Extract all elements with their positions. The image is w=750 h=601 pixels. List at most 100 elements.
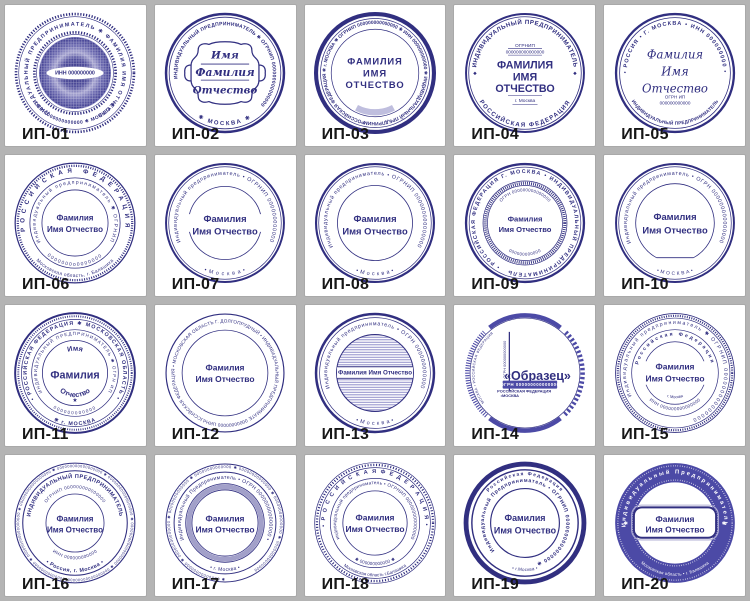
stamp-image-20: Индивидуальный ПредпринимательМосковская… [614,463,735,583]
stamp-line-text: РОССИЙСКАЯ ФЕДЕРАЦИЯ [497,389,551,394]
stamp-line-text: Имя [210,50,239,62]
stamp-arc-text: • Россия, г. Москва • [45,559,106,574]
stamp-label: ИП-14 [471,426,520,443]
stamp-line-text: Фамилия [646,47,702,61]
stamp-cell-02[interactable]: ИНДИВИДУАЛЬНЫЙ ПРЕДПРИНИМАТЕЛЬ ✱ ОГРНИП … [154,5,296,146]
stamp-line-text: Фамилия [653,212,696,222]
stamp-cell-15[interactable]: Индивидуальный предприниматель ✱ ОГРНИП … [604,305,745,446]
stamp-line-text: «Образец» [504,369,571,383]
stamp-label: ИП-15 [621,426,669,443]
stamp-image-02: ИНДИВИДУАЛЬНЫЙ ПРЕДПРИНИМАТЕЛЬ ✱ ОГРНИП … [164,12,286,134]
stamp-image-17: ✱ 00000000000000 ✱ 00000000000000 ✱ 0000… [165,463,285,583]
stamp-line-text: Имя Отчество [47,225,103,234]
stamp-cell-10[interactable]: Индивидуальный предприниматель • ОГРН 00… [604,155,745,296]
stamp-line-text: Имя Отчество [494,525,557,535]
stamp-arc-text: г. Москва [666,393,684,399]
stamp-line-text: ★ [73,397,78,404]
stamp-cell-14[interactable]: • МОСКВА • РОССИЙСКАЯ ФЕДЕРАЦИЯ ОГРН 0000… [454,305,596,446]
stamp-arc-text: • М о с к в а • [355,268,395,277]
stamp-arc-text: • М О С К В А • [656,269,694,277]
stamp-cell-11[interactable]: • РОССИЙСКАЯ ФЕДЕРАЦИЯ ✱ МОСКОВСКАЯ ОБЛА… [5,305,146,446]
stamp-arc-text: • г. Москва • [209,565,241,573]
stamp-line-text: ИМЯ [363,68,387,78]
stamp-line-text: Фамилия [204,214,247,224]
stamp-image-01: ИНДИВИДУАЛЬНЫЙ ПРЕДПРИНИМАТЕЛЬ ✱ ФАМИЛИЯ… [8,6,136,134]
stamp-line-text: Отчество [642,81,708,95]
stamp-line-text: Фамилия [504,513,545,523]
stamp-arc-text: 000000000000 [508,248,542,257]
stamp-label: ИП-06 [22,276,70,293]
stamp-arc-text: Отчество [59,386,93,399]
stamp-line-text: Фамилия [51,370,100,382]
stamp-label: ИП-05 [621,126,669,143]
stamp-image-08: Индивидуальный предприниматель • ОГРНИП … [314,162,436,284]
stamp-line-text: г. Москва [515,98,536,104]
stamp-cell-13[interactable]: Индивидуальный предприниматель • ОГРН 00… [304,305,446,446]
stamp-line-text: Фамилия [655,362,694,372]
stamp-image-04: ИНДИВИДУАЛЬНЫЙ ПРЕДПРИНИМАТЕЛЬРОССИЙСКАЯ… [464,13,585,133]
stamp-line-text: 000000000000 [659,101,690,106]
stamp-line-text: ✱ [623,521,628,527]
stamp-label: ИП-03 [321,126,370,143]
stamp-cell-04[interactable]: ИНДИВИДУАЛЬНЫЙ ПРЕДПРИНИМАТЕЛЬ РОССИЙСКАЯ… [454,5,596,146]
stamp-line-text: Фамилия [206,363,245,373]
stamp-label: ИП-17 [171,576,220,593]
stamp-vertical-text: ОГРН 000000000000 [502,340,507,379]
stamp-label: ИП-09 [471,276,520,293]
stamp-label: ИП-11 [22,426,69,443]
stamp-arc-text: ИНН 000000000000 [52,548,98,560]
stamp-line-text: Фамилия [507,215,542,224]
stamp-cell-12[interactable]: РОССИЙСКАЯ ФЕДЕРАЦИЯ • МОСКОВСКАЯ ОБЛАСТ… [154,305,296,446]
stamp-line-text: Фамилия [655,514,694,524]
stamp-image-12: РОССИЙСКАЯ ФЕДЕРАЦИЯ • МОСКОВСКАЯ ОБЛАСТ… [158,306,285,433]
stamp-label: ИП-13 [321,426,370,443]
stamp-cell-08[interactable]: Индивидуальный предприниматель • ОГРНИП … [304,155,446,296]
stamp-cell-17[interactable]: ✱ 00000000000000 ✱ 00000000000000 ✱ 0000… [154,455,296,596]
stamp-line-text: ИМЯ [513,71,537,83]
stamp-label: ИП-07 [171,276,220,293]
stamp-line-text: Фамилия [196,66,255,79]
stamp-label: ИП-16 [22,576,70,593]
stamp-line-text: ОТЧЕСТВО [345,80,404,90]
stamp-label: ИП-04 [471,126,520,143]
stamp-label: ИП-10 [621,276,669,293]
stamp-line-text: ◆ [573,71,577,76]
stamp-image-09: • РОССИЙСКАЯ ФЕДЕРАЦИЯ Г. МОСКВА • ИНДИВ… [464,162,585,284]
stamp-cell-20[interactable]: Индивидуальный Предприниматель Московская… [604,455,745,596]
stamp-line-text: Фамилия [353,214,396,224]
stamp-image-05: • РОССИЯ • Г. МОСКВА • ИНН 000000000 •ИН… [614,12,735,134]
stamp-cell-06[interactable]: РОССИЙСКАЯ ФЕДЕРАЦИЯ Московская область, … [5,155,146,296]
stamp-image-10: Индивидуальный предприниматель • ОГРН 00… [614,163,735,283]
stamp-image-07: Индивидуальный предприниматель • ОГРНИП … [165,163,286,283]
stamp-image-15: Индивидуальный предприниматель ✱ ОГРНИП … [614,313,735,433]
stamp-arc-text: Индивидуальный предприниматель • ОГРНИП … [323,171,428,249]
stamp-arc-text: • М о с к в а • [355,417,395,426]
stamp-line-text: Имя Отчество [345,524,404,534]
stamp-cell-09[interactable]: • РОССИЙСКАЯ ФЕДЕРАЦИЯ Г. МОСКВА • ИНДИВ… [454,155,596,296]
stamp-label: ИП-02 [171,126,220,143]
stamp-cell-03[interactable]: РОССИЙСКАЯ ФЕДЕРАЦИЯ ✱ г. МОСКВА ✱ ОГРНИ… [304,5,446,146]
stamp-image-18: • Р О С С И Й С К А Я Ф Е Д Е Р А Ц И Я … [314,462,436,584]
stamp-image-13: Индивидуальный предприниматель • ОГРН 00… [314,312,436,434]
stamp-cell-05[interactable]: • РОССИЯ • Г. МОСКВА • ИНН 000000000 • ИН… [604,5,745,146]
stamp-line-text: Фамилия [57,213,94,222]
stamp-cell-18[interactable]: • Р О С С И Й С К А Я Ф Е Д Е Р А Ц И Я … [304,455,446,596]
stamp-cell-19[interactable]: Российская Федерация Индивидуальный Предп… [454,455,596,596]
stamp-arc-text: 000000000000000 [46,253,104,268]
stamp-line-text: Имя [660,64,688,78]
stamp-image-03: РОССИЙСКАЯ ФЕДЕРАЦИЯ ✱ г. МОСКВА ✱ ОГРНИ… [308,6,436,135]
stamp-label: ИП-18 [321,576,370,593]
stamp-line-text: ОГРН 000000000000000 [500,382,559,387]
stamp-line-text: Имя Отчество [342,226,408,236]
stamp-cell-16[interactable]: 000000000000000000 ✱ 000000000000000000 … [5,455,146,596]
stamp-line-text: ОГРНИП [515,43,535,49]
stamp-label: ИП-20 [621,576,669,593]
stamp-label: ИП-08 [321,276,370,293]
stamp-line-text: ◆ [473,71,477,76]
stamp-cell-07[interactable]: Индивидуальный предприниматель • ОГРНИП … [154,155,296,296]
stamp-cell-01[interactable]: ИНДИВИДУАЛЬНЫЙ ПРЕДПРИНИМАТЕЛЬ ✱ ФАМИЛИЯ… [5,5,146,146]
stamp-arc-text: • МОСКВА • РОССИЙСКАЯ ФЕДЕРАЦИЯ [458,306,494,406]
